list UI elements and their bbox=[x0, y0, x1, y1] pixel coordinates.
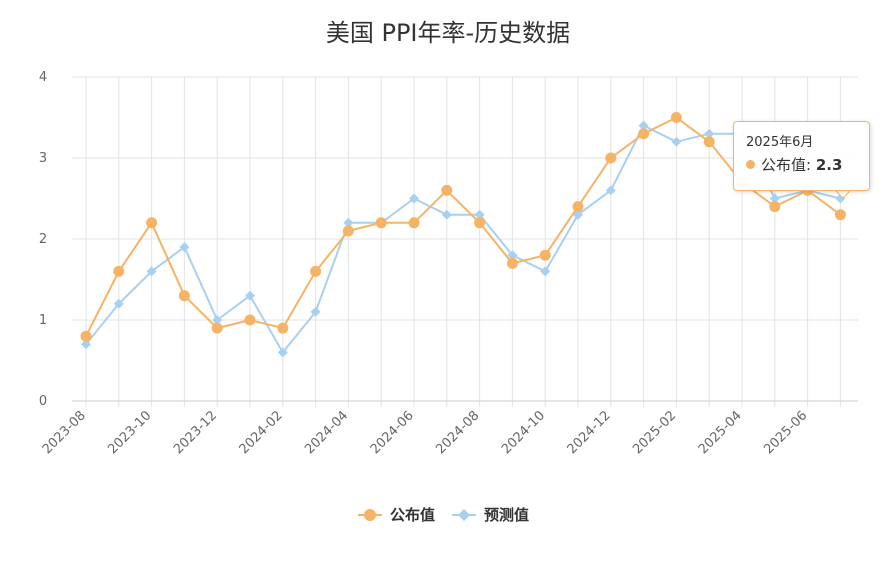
data-point[interactable] bbox=[540, 266, 551, 277]
legend-marker bbox=[458, 509, 470, 521]
tooltip: 2025年6月 公布值: 2.3 bbox=[733, 121, 870, 191]
legend-item-1[interactable]: 预测值 bbox=[452, 506, 529, 524]
data-point[interactable] bbox=[605, 185, 616, 196]
legend-marker bbox=[364, 509, 376, 521]
tooltip-row: 公布值: 2.3 bbox=[746, 156, 869, 174]
data-point[interactable] bbox=[81, 339, 91, 350]
series-line bbox=[85, 124, 841, 355]
legend-item-0[interactable]: 公布值 bbox=[358, 506, 435, 524]
horizontal-gridlines bbox=[72, 76, 858, 402]
data-point[interactable] bbox=[310, 265, 322, 277]
data-point[interactable] bbox=[638, 128, 650, 140]
x-tick-label: 2024-04 bbox=[302, 408, 351, 457]
legend-label: 预测值 bbox=[484, 506, 529, 524]
tooltip-date: 2025年6月 bbox=[746, 135, 814, 150]
tooltip-series-label: 公布值: bbox=[761, 156, 812, 174]
series-line bbox=[85, 116, 841, 337]
data-point[interactable] bbox=[113, 298, 124, 309]
data-point[interactable] bbox=[212, 315, 223, 325]
series-1 bbox=[81, 120, 846, 358]
data-point[interactable] bbox=[408, 217, 420, 229]
x-tick-label: 2024-08 bbox=[433, 408, 482, 457]
x-tick-label: 2025-02 bbox=[630, 408, 679, 457]
data-point[interactable] bbox=[539, 249, 551, 261]
data-point[interactable] bbox=[474, 209, 485, 220]
data-point[interactable] bbox=[409, 193, 419, 204]
tooltip-series-marker bbox=[746, 160, 755, 169]
x-tick-label: 2023-08 bbox=[40, 408, 89, 457]
vertical-gridlines bbox=[85, 77, 841, 407]
data-point[interactable] bbox=[572, 201, 584, 213]
y-tick-label: 4 bbox=[39, 70, 47, 85]
y-tick-label: 3 bbox=[39, 151, 47, 166]
legend[interactable]: 公布值 预测值 bbox=[358, 506, 529, 524]
x-tick-label: 2024-10 bbox=[499, 408, 548, 457]
x-tick-label: 2025-04 bbox=[696, 408, 745, 457]
data-point[interactable] bbox=[769, 193, 780, 204]
data-point[interactable] bbox=[375, 217, 387, 229]
data-point[interactable] bbox=[638, 120, 649, 131]
tooltip-value: 2.3 bbox=[815, 156, 843, 174]
data-point[interactable] bbox=[834, 209, 846, 221]
series-0 bbox=[80, 112, 846, 342]
data-point[interactable] bbox=[769, 201, 781, 213]
y-tick-label: 2 bbox=[39, 232, 47, 247]
data-point[interactable] bbox=[146, 266, 157, 277]
data-point[interactable] bbox=[211, 322, 223, 334]
x-axis: 2023-08 2023-10 2023-12 2024-02 2024-04 2024-… bbox=[40, 408, 811, 457]
data-point[interactable] bbox=[703, 136, 715, 148]
data-point[interactable] bbox=[178, 290, 190, 302]
data-point[interactable] bbox=[441, 209, 452, 220]
data-point[interactable] bbox=[277, 322, 289, 334]
chart-title: 美国 PPI年率-历史数据 bbox=[326, 19, 570, 47]
x-tick-label: 2025-06 bbox=[761, 408, 810, 457]
y-tick-label: 1 bbox=[39, 313, 47, 328]
data-point[interactable] bbox=[605, 152, 617, 164]
x-tick-label: 2024-02 bbox=[237, 408, 286, 457]
x-tick-label: 2023-12 bbox=[171, 408, 220, 457]
x-tick-label: 2024-12 bbox=[565, 408, 614, 457]
x-tick-label: 2023-10 bbox=[105, 408, 154, 457]
data-point[interactable] bbox=[670, 112, 682, 123]
y-tick-label: 0 bbox=[39, 394, 47, 409]
data-point[interactable] bbox=[506, 257, 518, 269]
data-point[interactable] bbox=[704, 128, 715, 139]
data-point[interactable] bbox=[343, 217, 354, 228]
data-point[interactable] bbox=[113, 265, 125, 277]
data-point[interactable] bbox=[441, 184, 453, 196]
data-point[interactable] bbox=[244, 314, 256, 326]
legend-label: 公布值 bbox=[390, 506, 435, 524]
data-point[interactable] bbox=[245, 290, 255, 301]
data-point[interactable] bbox=[342, 225, 354, 237]
y-axis: 0 1 2 3 4 bbox=[39, 70, 47, 409]
data-point[interactable] bbox=[671, 136, 682, 147]
data-point[interactable] bbox=[474, 217, 486, 229]
data-point[interactable] bbox=[277, 347, 288, 358]
data-point[interactable] bbox=[573, 209, 583, 220]
tooltip-arrow bbox=[835, 190, 851, 199]
data-point[interactable] bbox=[310, 306, 321, 317]
data-point[interactable] bbox=[146, 217, 158, 229]
data-point[interactable] bbox=[179, 242, 190, 253]
data-point[interactable] bbox=[507, 250, 518, 261]
data-point[interactable] bbox=[80, 330, 92, 342]
x-tick-label: 2024-06 bbox=[368, 408, 417, 457]
